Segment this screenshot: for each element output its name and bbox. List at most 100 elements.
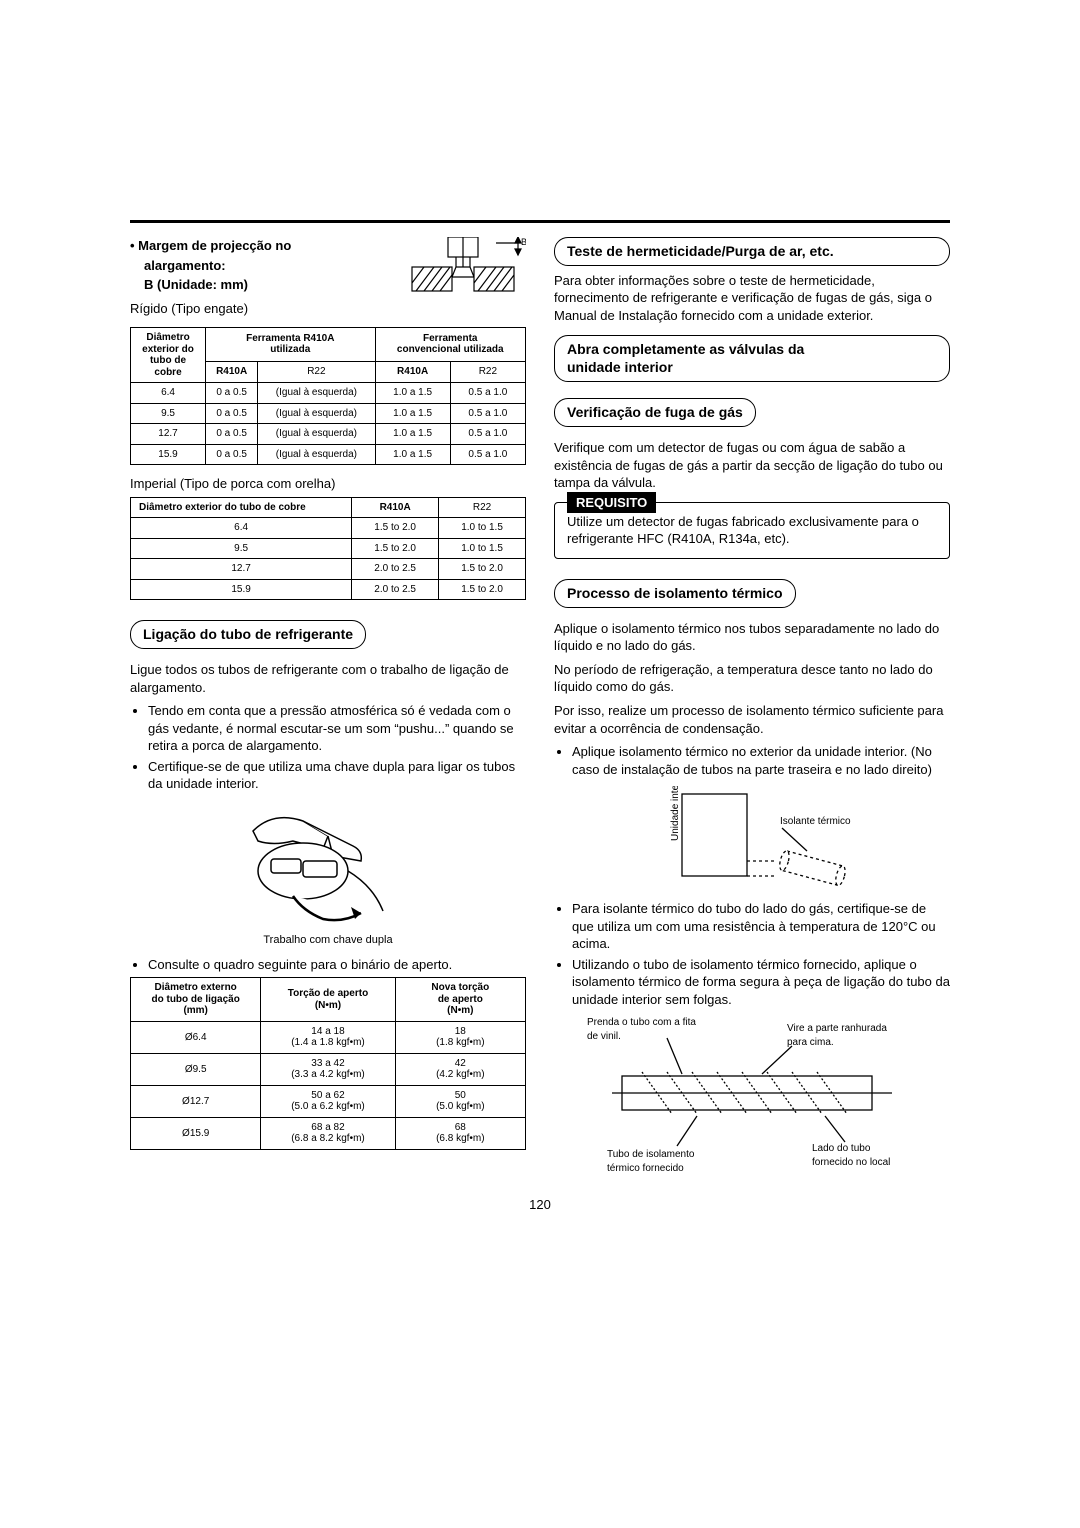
t1-sub-r22-1: R22 — [258, 361, 375, 382]
t1-h-r410a-l2: utilizada — [270, 344, 310, 355]
table-row: Ø12.750 a 62 (5.0 a 6.2 kgf•m)50 (5.0 kg… — [131, 1085, 526, 1117]
li-proc-c: Utilizando o tubo de isolamento térmico … — [572, 956, 950, 1009]
table-cell: 0 a 0.5 — [206, 383, 258, 404]
li-tendo: Tendo em conta que a pressão atmosférica… — [148, 702, 526, 755]
table-cell: 9.5 — [131, 403, 206, 424]
figure-wrench — [130, 801, 526, 931]
table-cell: 1.0 a 1.5 — [375, 444, 450, 465]
table-row: 12.72.0 to 2.51.5 to 2.0 — [131, 559, 526, 580]
table-cell: 68 (6.8 kgf•m) — [395, 1117, 525, 1149]
section-proc: Processo de isolamento térmico — [554, 579, 796, 608]
section-teste: Teste de hermeticidade/Purga de ar, etc. — [554, 237, 950, 266]
t2-h-r22: R22 — [439, 497, 526, 518]
table-row: 6.40 a 0.5(Igual à esquerda)1.0 a 1.50.5… — [131, 383, 526, 404]
figure-pipe-wrap: Prenda o tubo com a fita de vinil. Vire … — [554, 1016, 950, 1176]
table-cell: (Igual à esquerda) — [258, 403, 375, 424]
li-certifique: Certifique-se de que utiliza uma chave d… — [148, 758, 526, 793]
t3-h-torque-l2: (N•m) — [315, 1000, 341, 1011]
table-cell: 0.5 a 1.0 — [450, 403, 525, 424]
table-rigid: Diâmetro exterior do tubo de cobre Ferra… — [130, 327, 526, 465]
table-row: 15.90 a 0.5(Igual à esquerda)1.0 a 1.50.… — [131, 444, 526, 465]
table-cell: 1.5 to 2.0 — [439, 559, 526, 580]
table-cell: 9.5 — [131, 538, 352, 559]
t1-h-diam-l3: tubo de cobre — [150, 355, 186, 378]
t3-h-new-l1: Nova torção — [431, 982, 489, 993]
table-cell: 12.7 — [131, 559, 352, 580]
table-cell: 68 a 82 (6.8 a 8.2 kgf•m) — [261, 1117, 395, 1149]
left-column: • Margem de projecção no alargamento: B … — [130, 237, 526, 1178]
t3-h-diam-l2: do tubo de ligação — [152, 994, 240, 1005]
table-row: 12.70 a 0.5(Igual à esquerda)1.0 a 1.50.… — [131, 424, 526, 445]
t1-h-conv-l1: Ferramenta — [423, 333, 477, 344]
table-cell: 0.5 a 1.0 — [450, 444, 525, 465]
table-cell: 1.0 to 1.5 — [439, 518, 526, 539]
table-row: 9.50 a 0.5(Igual à esquerda)1.0 a 1.50.5… — [131, 403, 526, 424]
table-cell: 15.9 — [131, 579, 352, 600]
table-cell: 50 a 62 (5.0 a 6.2 kgf•m) — [261, 1085, 395, 1117]
table-cell: Ø12.7 — [131, 1085, 261, 1117]
li-proc-a: Aplique isolamento térmico no exterior d… — [572, 743, 950, 778]
p-verif: Verifique com um detector de fugas ou co… — [554, 439, 950, 492]
table-imperial: Diâmetro exterior do tubo de cobre R410A… — [130, 497, 526, 601]
fig1-unit-label: Unidade interior — [670, 786, 681, 841]
p-proc3: Por isso, realize um processo de isolame… — [554, 702, 950, 737]
table-cell: 42 (4.2 kgf•m) — [395, 1053, 525, 1085]
t1-sub-r410a-2: R410A — [375, 361, 450, 382]
table-cell: 15.9 — [131, 444, 206, 465]
table-cell: 1.0 a 1.5 — [375, 424, 450, 445]
p-proc2: No período de refrigeração, a temperatur… — [554, 661, 950, 696]
diagram-b-label: B — [521, 237, 526, 247]
t3-h-torque-l1: Torção de aperto — [288, 988, 368, 999]
table-cell: 1.0 a 1.5 — [375, 403, 450, 424]
table-cell: 0 a 0.5 — [206, 444, 258, 465]
table-cell: 0 a 0.5 — [206, 424, 258, 445]
section-abra: Abra completamente as válvulas da unidad… — [554, 335, 950, 383]
t3-h-diam-l3: (mm) — [183, 1005, 207, 1016]
imperial-caption: Imperial (Tipo de porca com orelha) — [130, 475, 526, 493]
table-row: 15.92.0 to 2.51.5 to 2.0 — [131, 579, 526, 600]
li-consulte: Consulte o quadro seguinte para o binári… — [148, 956, 526, 974]
p-teste: Para obter informações sobre o teste de … — [554, 272, 950, 325]
fig-wrench-caption: Trabalho com chave dupla — [130, 933, 526, 948]
sec-abra-l1: Abra completamente as válvulas da — [567, 341, 804, 357]
margin-heading-l1: • Margem de projecção no — [130, 237, 396, 255]
table-cell: 0.5 a 1.0 — [450, 424, 525, 445]
table-cell: Ø15.9 — [131, 1117, 261, 1149]
t1-h-r410a-l1: Ferramenta R410A — [246, 333, 334, 344]
table-cell: 6.4 — [131, 383, 206, 404]
table-cell: 18 (1.8 kgf•m) — [395, 1021, 525, 1053]
t1-sub-r410a-1: R410A — [206, 361, 258, 382]
requisito-text: Utilize um detector de fugas fabricado e… — [567, 514, 919, 547]
table-cell: Ø9.5 — [131, 1053, 261, 1085]
table-cell: 1.0 to 1.5 — [439, 538, 526, 559]
section-ligacao: Ligação do tubo de refrigerante — [130, 620, 366, 649]
table-cell: 2.0 to 2.5 — [352, 579, 439, 600]
margin-heading-l3: B (Unidade: mm) — [130, 276, 396, 294]
p-proc1: Aplique o isolamento térmico nos tubos s… — [554, 620, 950, 655]
section-verif: Verificação de fuga de gás — [554, 398, 756, 427]
table-cell: 14 a 18 (1.4 a 1.8 kgf•m) — [261, 1021, 395, 1053]
table-cell: 1.5 to 2.0 — [352, 538, 439, 559]
figure-unit-insulation: Unidade interior Isolante térmico — [554, 786, 950, 896]
t3-h-new-l3: (N•m) — [447, 1005, 473, 1016]
fig1-insul-label: Isolante térmico — [780, 816, 851, 827]
table-cell: 12.7 — [131, 424, 206, 445]
t1-h-diam-l1: Diâmetro — [146, 332, 189, 343]
right-column: Teste de hermeticidade/Purga de ar, etc.… — [554, 237, 950, 1178]
t1-h-diam-l2: exterior do — [142, 344, 194, 355]
t3-h-diam-l1: Diâmetro externo — [155, 982, 237, 993]
fig2-slit-l2: para cima. — [787, 1037, 834, 1048]
table-cell: 1.0 a 1.5 — [375, 383, 450, 404]
table-cell: Ø6.4 — [131, 1021, 261, 1053]
table-cell: 33 a 42 (3.3 a 4.2 kgf•m) — [261, 1053, 395, 1085]
rigid-caption: Rígido (Tipo engate) — [130, 300, 396, 318]
table-row: 6.41.5 to 2.01.0 to 1.5 — [131, 518, 526, 539]
fig2-local-l2: fornecido no local — [812, 1157, 890, 1168]
table-row: Ø9.533 a 42 (3.3 a 4.2 kgf•m)42 (4.2 kgf… — [131, 1053, 526, 1085]
table-cell: (Igual à esquerda) — [258, 424, 375, 445]
t1-sub-r22-2: R22 — [450, 361, 525, 382]
requisito-box: REQUISITO Utilize um detector de fugas f… — [554, 502, 950, 559]
t3-h-new-l2: de aperto — [438, 994, 483, 1005]
table-cell: 6.4 — [131, 518, 352, 539]
margin-heading-l2: alargamento: — [130, 257, 396, 275]
